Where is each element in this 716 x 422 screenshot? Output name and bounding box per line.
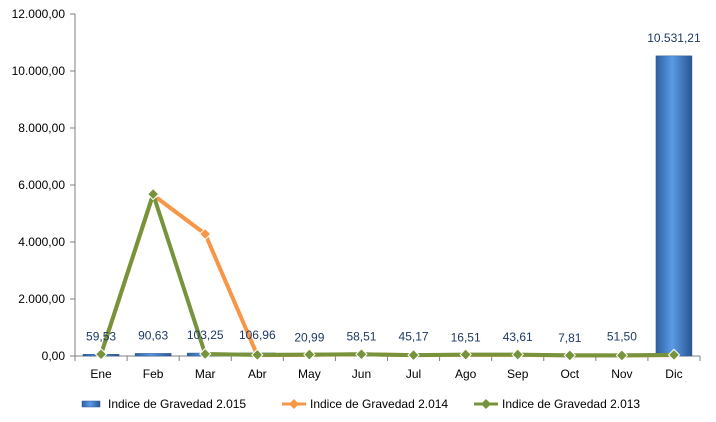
x-tick-label: Sep	[507, 367, 529, 381]
legend: Indice de Gravedad 2.015 Indice de Graved…	[81, 397, 640, 411]
x-tick-label: Mar	[195, 367, 216, 381]
axes: 0,00 2.000,00 4.000,00 6.000,00 8.000,00 10.0…	[12, 7, 701, 381]
y-tick-label: 8.000,00	[18, 121, 65, 135]
data-label: 90,63	[138, 328, 168, 342]
data-label: 20,99	[294, 330, 324, 344]
series-point	[146, 187, 160, 201]
bar	[134, 353, 172, 357]
series-point	[667, 348, 681, 362]
series-line	[99, 192, 676, 358]
data-label: 106,96	[239, 328, 276, 342]
x-tick-label: May	[298, 367, 321, 381]
data-label: 103,25	[187, 328, 224, 342]
legend-label: Indice de Gravedad 2.013	[502, 397, 640, 411]
series-point	[303, 348, 316, 361]
series-point	[563, 349, 576, 362]
legend-marker	[481, 399, 491, 409]
x-tick-label: Nov	[611, 367, 632, 381]
series-point	[355, 348, 368, 361]
x-tick-label: Abr	[248, 367, 267, 381]
data-label: 16,51	[451, 331, 481, 345]
series-point	[94, 348, 108, 361]
series-point	[199, 227, 212, 241]
data-label: 10.531,21	[647, 31, 701, 45]
data-label: 45,17	[399, 330, 429, 344]
bar-series	[82, 55, 693, 357]
x-tick-label: Ago	[455, 367, 477, 381]
data-label: 51,50	[607, 330, 637, 344]
y-tick-label: 0,00	[42, 349, 66, 363]
data-label: 7,81	[558, 331, 582, 345]
x-tick-label: Jun	[352, 367, 371, 381]
line-series	[94, 187, 681, 362]
series-point	[615, 349, 629, 362]
series-point	[199, 347, 212, 361]
data-label: 43,61	[503, 330, 533, 344]
series-point	[407, 348, 420, 362]
data-labels: 59,53 90,63 103,25 106,96 20,99 58,51 45,17 16,…	[86, 31, 701, 345]
x-tick-label: Feb	[143, 367, 164, 381]
bar	[655, 55, 693, 357]
legend-marker	[289, 399, 299, 409]
data-label: 59,53	[86, 329, 116, 343]
x-tick-label: Dic	[665, 367, 682, 381]
y-tick-label: 2.000,00	[18, 292, 65, 306]
legend-label: Indice de Gravedad 2.015	[108, 397, 246, 411]
y-tick-label: 6.000,00	[18, 178, 65, 192]
y-tick-label: 12.000,00	[12, 7, 66, 21]
data-label: 58,51	[346, 329, 376, 343]
x-tick-label: Oct	[560, 367, 579, 381]
legend-label: Indice de Gravedad 2.014	[310, 397, 448, 411]
y-tick-label: 10.000,00	[12, 64, 66, 78]
y-tick-label: 4.000,00	[18, 235, 65, 249]
series-point	[511, 348, 524, 361]
legend-swatch	[81, 400, 101, 408]
x-tick-label: Ene	[90, 367, 112, 381]
x-tick-label: Jul	[406, 367, 421, 381]
series-point	[251, 348, 264, 362]
series-point	[459, 348, 472, 361]
